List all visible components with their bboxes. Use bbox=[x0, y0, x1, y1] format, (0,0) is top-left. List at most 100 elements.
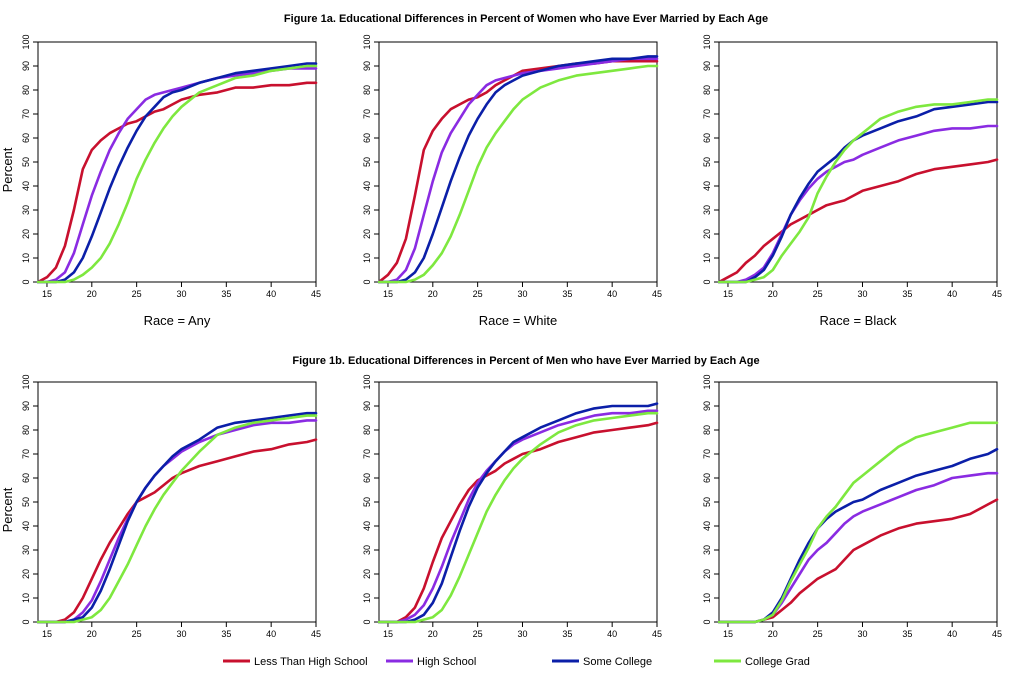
y-tick-label: 60 bbox=[21, 133, 31, 143]
y-tick-label: 40 bbox=[702, 181, 712, 191]
y-tick-label: 30 bbox=[362, 205, 372, 215]
y-tick-label: 60 bbox=[702, 473, 712, 483]
y-tick-label: 10 bbox=[702, 253, 712, 263]
y-tick-label: 80 bbox=[362, 85, 372, 95]
y-tick-label: 70 bbox=[362, 109, 372, 119]
y-tick-label: 80 bbox=[21, 85, 31, 95]
x-tick-label: 40 bbox=[607, 289, 617, 299]
y-tick-label: 20 bbox=[21, 569, 31, 579]
plot-frame bbox=[718, 41, 998, 283]
y-tick-label: 0 bbox=[362, 619, 372, 624]
y-tick-label: 40 bbox=[702, 521, 712, 531]
y-tick-label: 0 bbox=[362, 279, 372, 284]
x-tick-label: 30 bbox=[176, 629, 186, 639]
y-tick-label: 100 bbox=[362, 374, 372, 389]
y-tick-label: 10 bbox=[702, 593, 712, 603]
series-line-college-grad bbox=[36, 414, 318, 624]
series-line-high-school bbox=[377, 57, 659, 284]
x-tick-label: 25 bbox=[813, 629, 823, 639]
y-tick-label: 50 bbox=[702, 497, 712, 507]
y-tick-label: 90 bbox=[702, 61, 712, 71]
y-tick-label: 20 bbox=[21, 229, 31, 239]
y-tick-label: 20 bbox=[362, 569, 372, 579]
x-tick-label: 45 bbox=[992, 289, 1002, 299]
series-line-college-grad bbox=[36, 64, 318, 284]
x-tick-label: 20 bbox=[428, 629, 438, 639]
y-tick-label: 20 bbox=[362, 229, 372, 239]
y-tick-label: 90 bbox=[702, 401, 712, 411]
y-tick-label: 100 bbox=[702, 34, 712, 49]
y-tick-label: 90 bbox=[21, 61, 31, 71]
y-tick-label: 30 bbox=[702, 205, 712, 215]
y-tick-label: 30 bbox=[362, 545, 372, 555]
legend-item: High School bbox=[386, 656, 476, 668]
legend-item: Some College bbox=[552, 656, 652, 668]
chart-panel: 0 10 20 30 40 50 60 70 80 90 100 15 20 25 30 35 40 45 bbox=[702, 374, 1002, 639]
x-tick-label: 30 bbox=[176, 289, 186, 299]
series-line-less-than-high-school bbox=[36, 438, 318, 624]
x-tick-label: 15 bbox=[723, 289, 733, 299]
y-tick-label: 70 bbox=[702, 109, 712, 119]
series-line-less-than-high-school bbox=[377, 421, 659, 624]
series-line-high-school bbox=[717, 124, 999, 284]
x-tick-label: 35 bbox=[221, 629, 231, 639]
legend-label: Some College bbox=[583, 656, 652, 668]
y-tick-label: 40 bbox=[362, 181, 372, 191]
series-line-college-grad bbox=[717, 98, 999, 284]
series-line-less-than-high-school bbox=[717, 158, 999, 284]
legend-label: High School bbox=[417, 656, 476, 668]
x-tick-label: 45 bbox=[311, 629, 321, 639]
y-tick-label: 30 bbox=[21, 545, 31, 555]
plot-frame bbox=[37, 41, 317, 283]
series-line-college-grad bbox=[377, 411, 659, 624]
y-axis-label: Percent bbox=[0, 487, 15, 532]
series-line-some-college bbox=[377, 55, 659, 284]
series-line-college-grad bbox=[717, 421, 999, 624]
y-tick-label: 10 bbox=[21, 593, 31, 603]
chart-panel: 0 10 20 30 40 50 60 70 80 90 100 15 20 25 30 35 40 45 Race… bbox=[362, 34, 662, 328]
y-tick-label: 50 bbox=[702, 157, 712, 167]
y-tick-label: 100 bbox=[21, 34, 31, 49]
chart-panel: 0 10 20 30 40 50 60 70 80 90 100 15 20 25 30 35 40 45 Perc… bbox=[0, 374, 321, 639]
x-axis-label: Race = Black bbox=[820, 313, 897, 328]
x-axis-label: Race = White bbox=[479, 313, 557, 328]
x-tick-label: 20 bbox=[768, 289, 778, 299]
figure-1a-title: Figure 1a. Educational Differences in Pe… bbox=[284, 13, 768, 25]
chart-panel: 0 10 20 30 40 50 60 70 80 90 100 15 20 25 30 35 40 45 bbox=[362, 374, 662, 639]
x-tick-label: 45 bbox=[652, 289, 662, 299]
y-tick-label: 80 bbox=[702, 425, 712, 435]
x-tick-label: 30 bbox=[517, 629, 527, 639]
x-tick-label: 15 bbox=[383, 289, 393, 299]
x-tick-label: 15 bbox=[42, 629, 52, 639]
x-tick-label: 45 bbox=[652, 629, 662, 639]
legend: Less Than High School High School Some C… bbox=[223, 656, 810, 668]
y-tick-label: 50 bbox=[362, 497, 372, 507]
y-tick-label: 50 bbox=[21, 157, 31, 167]
y-tick-label: 0 bbox=[702, 279, 712, 284]
x-tick-label: 35 bbox=[221, 289, 231, 299]
legend-item: College Grad bbox=[714, 656, 810, 668]
y-tick-label: 60 bbox=[362, 133, 372, 143]
chart-panel: 0 10 20 30 40 50 60 70 80 90 100 15 20 25 30 35 40 45 Race… bbox=[702, 34, 1002, 328]
x-tick-label: 40 bbox=[266, 289, 276, 299]
y-tick-label: 70 bbox=[362, 449, 372, 459]
y-tick-label: 0 bbox=[21, 619, 31, 624]
series-line-some-college bbox=[36, 62, 318, 284]
legend-label: Less Than High School bbox=[254, 656, 368, 668]
y-tick-label: 50 bbox=[362, 157, 372, 167]
series-line-some-college bbox=[377, 402, 659, 624]
series-line-some-college bbox=[717, 100, 999, 284]
y-tick-label: 20 bbox=[702, 569, 712, 579]
y-tick-label: 70 bbox=[702, 449, 712, 459]
x-tick-label: 15 bbox=[383, 629, 393, 639]
series-line-college-grad bbox=[377, 64, 659, 284]
y-axis-label: Percent bbox=[0, 147, 15, 192]
x-tick-label: 30 bbox=[857, 289, 867, 299]
y-tick-label: 40 bbox=[21, 181, 31, 191]
x-axis-label: Race = Any bbox=[144, 313, 211, 328]
figure-1b-title: Figure 1b. Educational Differences in Pe… bbox=[292, 355, 759, 367]
x-tick-label: 25 bbox=[813, 289, 823, 299]
x-tick-label: 20 bbox=[428, 289, 438, 299]
x-tick-label: 25 bbox=[473, 629, 483, 639]
